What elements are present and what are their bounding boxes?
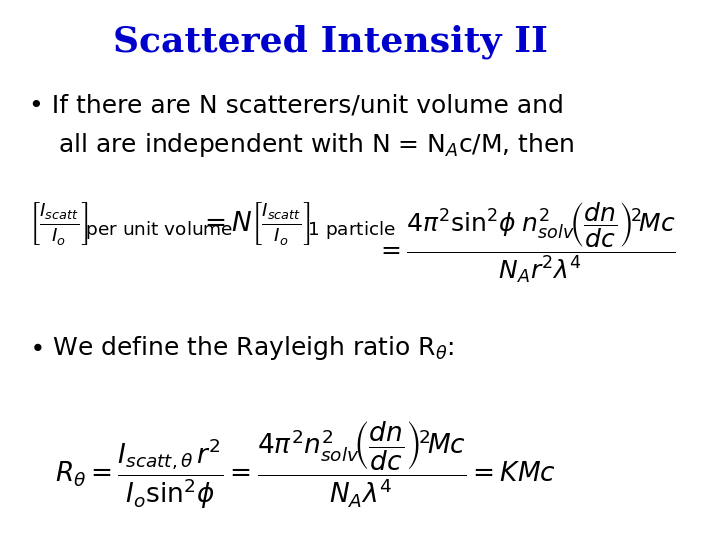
Text: $= N\left[\frac{I_{scatt}}{I_o}\right]_{\!\!\mathrm{1\ particle}}$: $= N\left[\frac{I_{scatt}}{I_o}\right]_{… — [199, 200, 396, 247]
Text: $\left[\frac{I_{scatt}}{I_o}\right]_{\!\!\mathrm{per\ unit\ volume}}$: $\left[\frac{I_{scatt}}{I_o}\right]_{\!\… — [29, 200, 233, 247]
Text: $R_\theta = \dfrac{I_{scatt,\theta}\, r^2}{I_o \sin^2\!\phi} = \dfrac{4\pi^2 n_{: $R_\theta = \dfrac{I_{scatt,\theta}\, r^… — [55, 420, 557, 511]
Text: $= \dfrac{4\pi^2 \sin^2\!\phi\; n_{solv}^2 \!\left(\dfrac{dn}{dc}\right)^{\!2}\!: $= \dfrac{4\pi^2 \sin^2\!\phi\; n_{solv}… — [376, 200, 675, 285]
Text: $\bullet$ We define the Rayleigh ratio R$_{\theta}$:: $\bullet$ We define the Rayleigh ratio R… — [29, 334, 454, 362]
Text: Scattered Intensity II: Scattered Intensity II — [112, 24, 547, 59]
Text: • If there are N scatterers/unit volume and: • If there are N scatterers/unit volume … — [29, 93, 564, 118]
Text: all are independent with N = N$_A$c/M, then: all are independent with N = N$_A$c/M, t… — [58, 131, 575, 159]
